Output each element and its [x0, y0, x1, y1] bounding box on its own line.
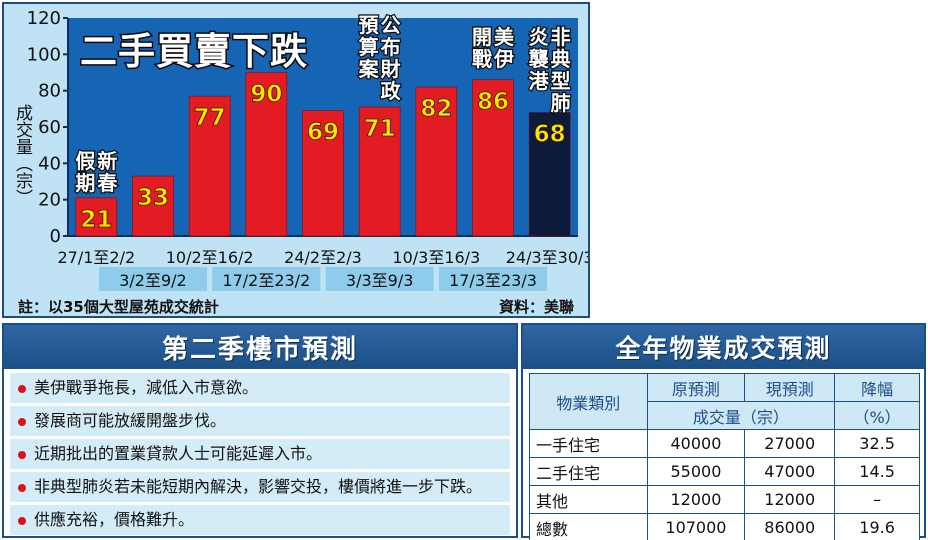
y-tick-label: 100	[27, 44, 61, 65]
bar	[528, 112, 571, 237]
list-item: 美伊戰爭拖長，減低入市意欲。	[10, 373, 510, 403]
chart-title: 二手買賣下跌	[80, 30, 308, 73]
bar	[188, 95, 231, 237]
x-tick-label: 27/1至2/2	[57, 248, 135, 267]
annotation-label: 預	[359, 13, 380, 37]
header-drop: 降幅	[834, 373, 920, 402]
x-tick-label: 10/3至16/3	[392, 248, 480, 267]
y-tick-label: 0	[50, 226, 61, 247]
annotation-label: 布	[381, 35, 401, 59]
bar-chart: 0 20 40 60 80 100 120 成交量（宗） 21 33 77 90 69 71 82 86 68 2…	[12, 8, 588, 291]
annotation-label: 財	[381, 57, 401, 81]
table-title: 全年物業成交預測	[523, 325, 924, 369]
table-panel: 全年物業成交預測 物業類別 原預測 現預測 降幅 成交量（宗） （%） 一手住宅…	[521, 323, 926, 540]
bar-value-label: 69	[307, 120, 339, 146]
bar	[75, 197, 118, 237]
forecast-panel: 第二季樓市預測 美伊戰爭拖長，減低入市意欲。 發展商可能放緩開盤步伐。 近期批出…	[2, 323, 518, 538]
annotation-label: 美	[494, 25, 515, 49]
annotation-label: 政	[381, 79, 402, 103]
annotation-label: 公	[381, 13, 401, 37]
bullet-icon	[18, 484, 26, 492]
x-tick-label-bg	[439, 267, 547, 291]
annotation-label: 型	[551, 69, 571, 93]
list-item: 非典型肺炎若未能短期內解決，影響交投，樓價將進一步下跌。	[10, 472, 510, 502]
bar-value-label: 77	[194, 105, 226, 131]
header-type: 物業類別	[529, 373, 648, 430]
bar	[472, 79, 514, 237]
annotation-label: 炎	[529, 25, 549, 49]
header-drop-unit: （%）	[834, 401, 920, 430]
bullet-icon	[18, 517, 26, 525]
table-row: 其他 12000 12000 –	[529, 485, 920, 514]
forecast-list: 美伊戰爭拖長，減低入市意欲。 發展商可能放緩開盤步伐。 近期批出的置業貸款人士可…	[4, 369, 516, 535]
bar-value-label: 71	[364, 116, 396, 142]
y-tick-label: 20	[38, 190, 61, 211]
x-tick-label: 3/3至9/3	[346, 271, 414, 290]
bar	[302, 110, 344, 237]
y-tick-label: 60	[38, 117, 61, 138]
x-tick-label: 24/2至2/3	[284, 248, 362, 267]
x-tick-label-bg	[99, 267, 207, 291]
table-row: 總數 107000 86000 19.6	[529, 513, 920, 540]
bar-value-label: 21	[80, 207, 112, 233]
x-tick-label: 24/3至30/3	[506, 248, 588, 267]
bar-value-label: 33	[137, 185, 169, 211]
bar	[415, 86, 458, 237]
bar-value-label: 90	[250, 82, 282, 108]
bar-value-label: 68	[534, 121, 566, 147]
bullet-icon	[18, 451, 26, 459]
chart-source: 資料：美聯	[498, 298, 574, 316]
x-tick-label: 17/3至23/3	[449, 271, 537, 290]
bar	[132, 175, 174, 237]
y-tick-label: 80	[38, 81, 61, 102]
annotation-label: 開	[472, 25, 492, 49]
header-current: 現預測	[744, 373, 836, 402]
x-tick-label: 10/2至16/2	[166, 248, 254, 267]
annotation-label: 戰	[472, 47, 492, 71]
x-tick-label: 17/2至23/2	[222, 271, 310, 290]
annotation-label: 春	[96, 171, 118, 195]
annotation-label: 非	[551, 25, 571, 49]
list-item: 供應充裕，價格難升。	[10, 505, 510, 535]
bar	[245, 72, 288, 237]
bar-value-label: 86	[477, 89, 509, 115]
annotation-label: 肺	[551, 91, 571, 115]
forecast-title: 第二季樓市預測	[4, 325, 516, 369]
y-axis-label: 成交量（宗）	[12, 104, 33, 206]
x-tick-label-bg	[212, 267, 321, 291]
annotation-label: 期	[75, 171, 95, 195]
annotation-label: 襲	[529, 47, 550, 71]
annotation-label: 港	[529, 69, 550, 93]
property-forecast-table: 物業類別 原預測 現預測 降幅 成交量（宗） （%） 一手住宅 40000 27…	[529, 373, 920, 540]
bullet-icon	[18, 385, 26, 393]
y-tick-label: 120	[27, 8, 61, 29]
annotation-label: 新	[97, 149, 117, 173]
header-original: 原預測	[646, 373, 746, 402]
chart-note: 註：以35個大型屋苑成交統計	[18, 298, 219, 316]
header-volume: 成交量（宗）	[646, 401, 836, 430]
annotation-label: 典	[551, 47, 571, 71]
chart-panel: 0 20 40 60 80 100 120 成交量（宗） 21 33 77 90 69 71 82 86 68 2…	[2, 2, 590, 318]
x-tick-label: 3/2至9/2	[119, 271, 187, 290]
bullet-icon	[18, 418, 26, 426]
y-tick-label: 40	[38, 153, 61, 174]
annotation-label: 案	[358, 57, 380, 81]
annotation-label: 算	[359, 35, 379, 59]
x-tick-label-bg	[325, 267, 434, 291]
list-item: 發展商可能放緩開盤步伐。	[10, 406, 510, 436]
annotation-label: 伊	[493, 47, 514, 71]
bar	[358, 106, 401, 237]
bar-value-label: 82	[420, 96, 452, 122]
annotation-label: 假	[75, 149, 96, 173]
list-item: 近期批出的置業貸款人士可能延遲入市。	[10, 439, 510, 469]
table-row: 二手住宅 55000 47000 14.5	[529, 457, 920, 486]
table-row: 一手住宅 40000 27000 32.5	[529, 429, 920, 458]
